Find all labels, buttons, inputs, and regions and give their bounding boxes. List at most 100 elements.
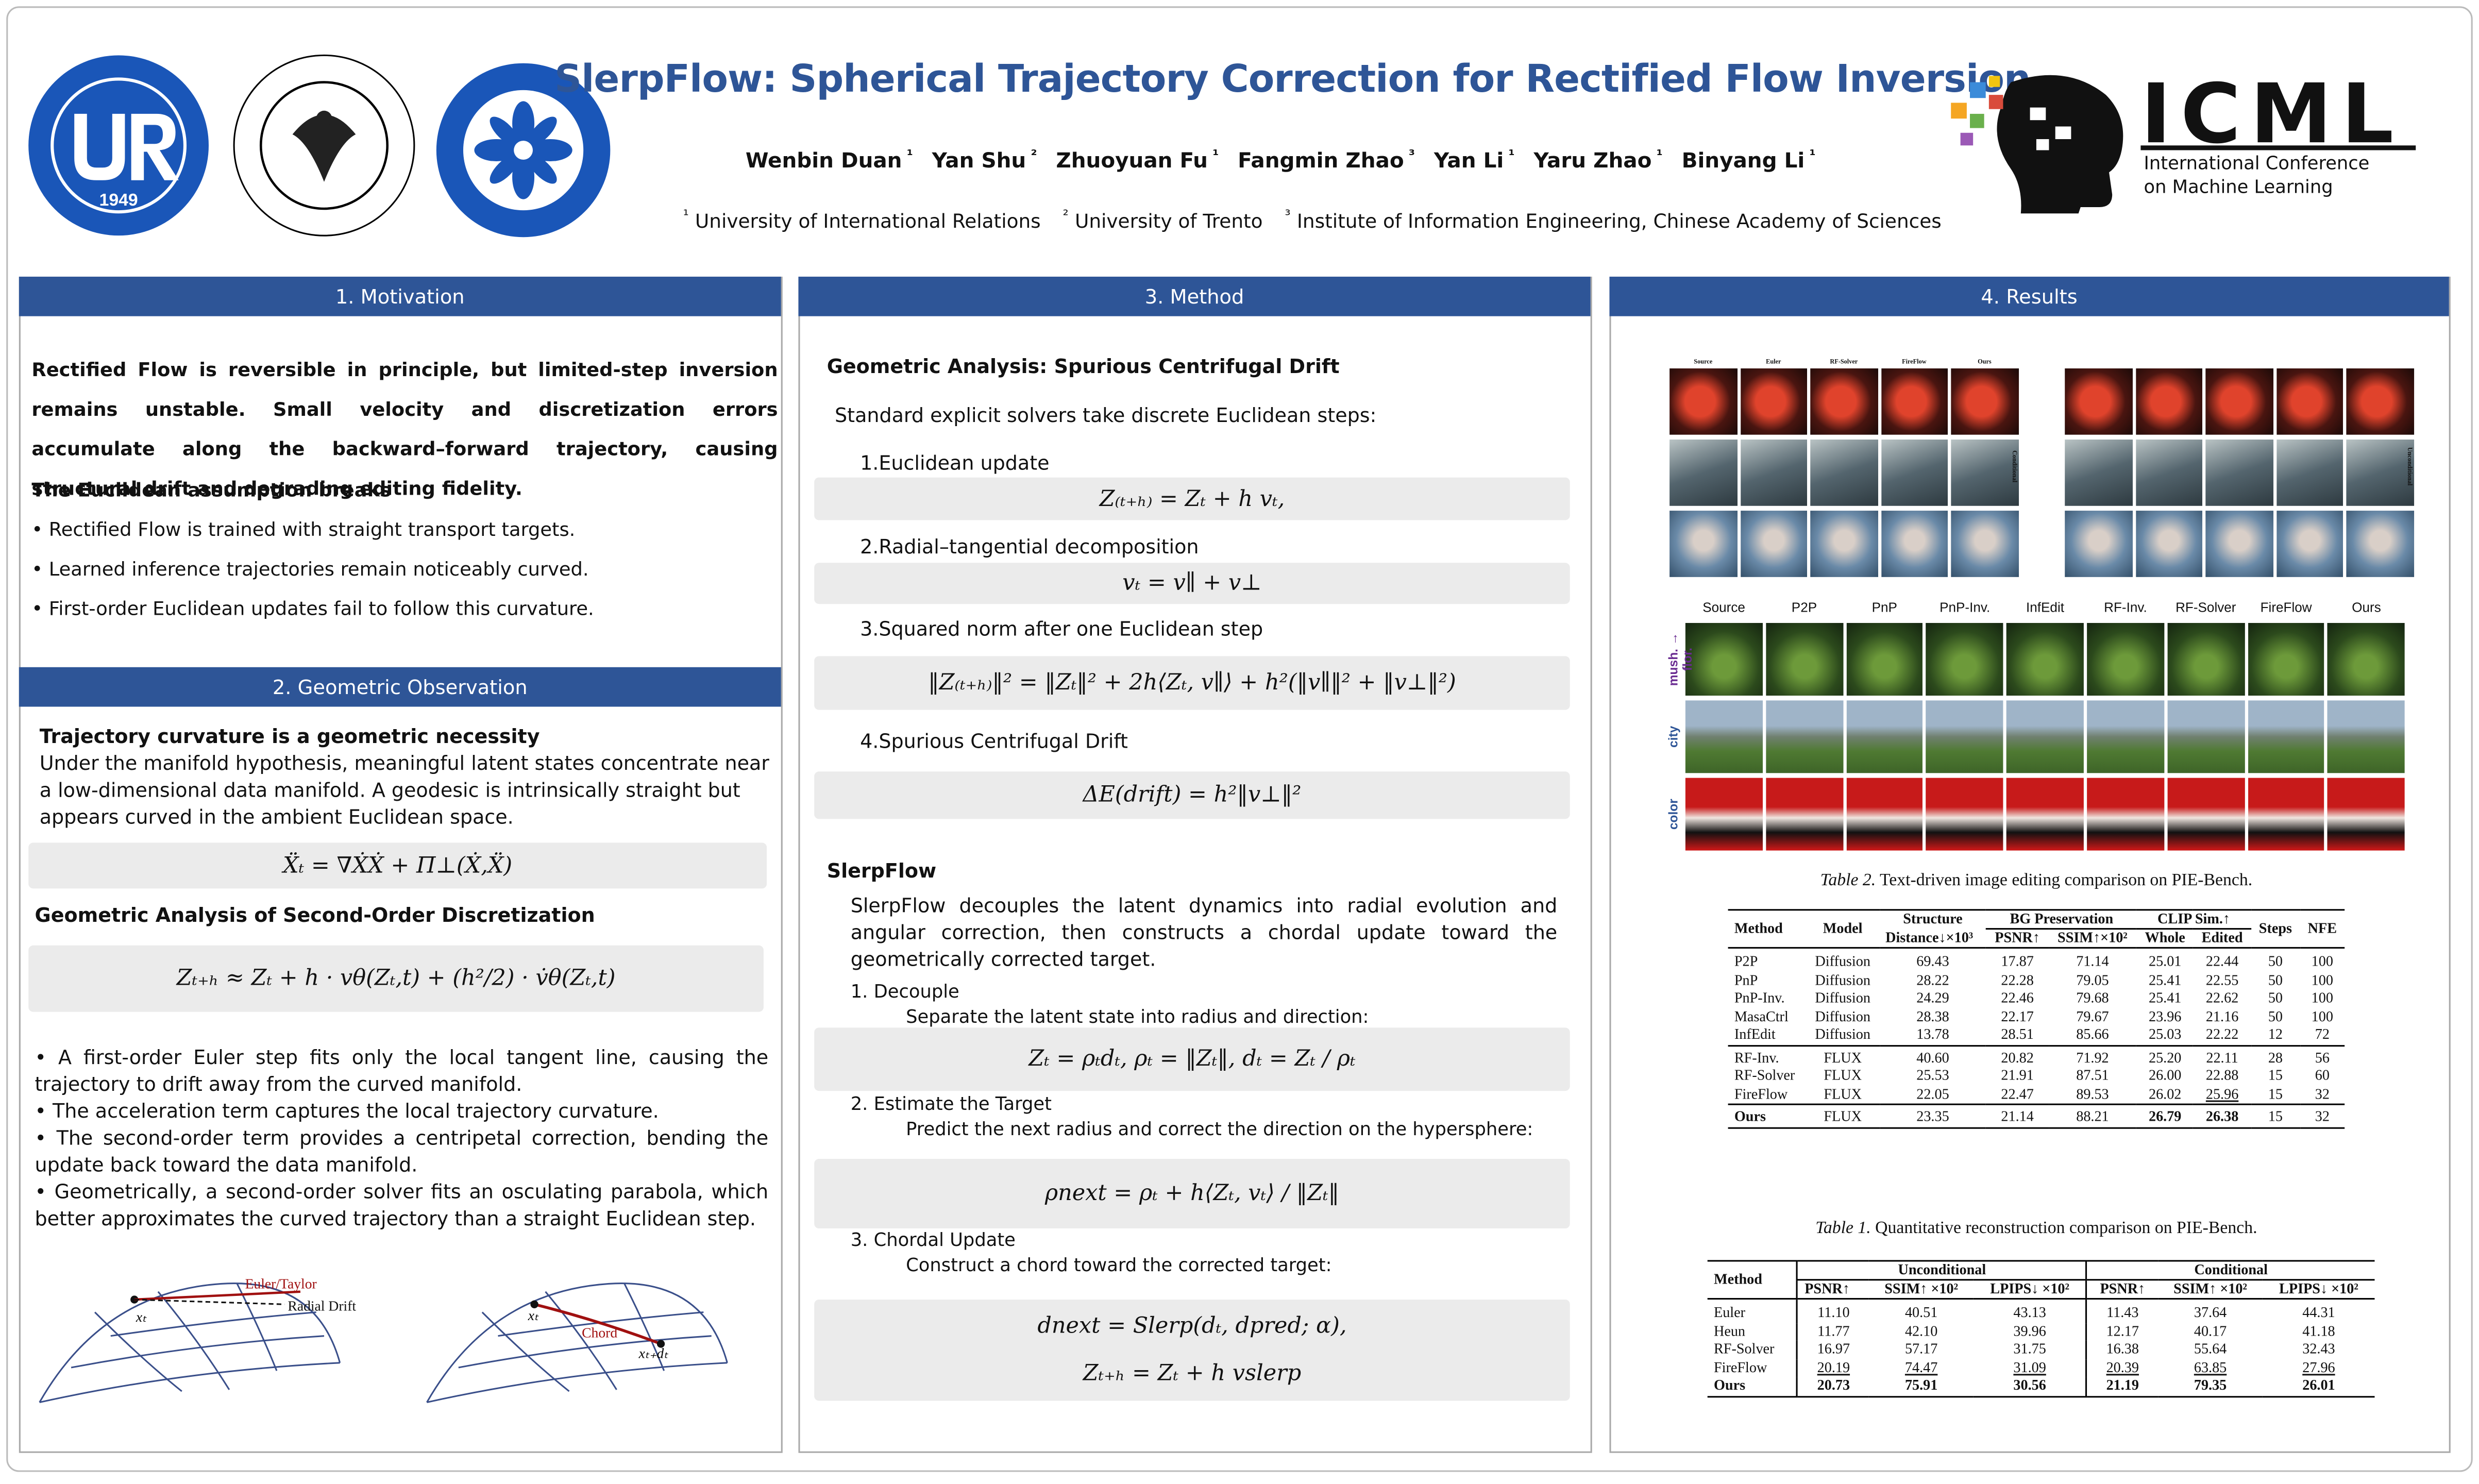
table-cell: 21.19 bbox=[2085, 1377, 2158, 1396]
image-thumb bbox=[1949, 366, 2020, 436]
table-cell: 25.96 bbox=[2205, 1085, 2239, 1102]
author-affiliation-mark: ² bbox=[1031, 148, 1037, 165]
table-cell: 21.16 bbox=[2205, 1008, 2239, 1024]
table-header: Conditional bbox=[2085, 1260, 2375, 1281]
table-cell: 44.31 bbox=[2302, 1304, 2335, 1320]
grid-row-label: mush. → flor. bbox=[1666, 632, 1695, 686]
table-header: Model bbox=[1823, 920, 1863, 936]
image-thumb bbox=[1879, 509, 1950, 579]
grid-column-label: FireFlow bbox=[1902, 357, 1927, 365]
table-cell: 28 bbox=[2251, 1044, 2300, 1068]
table-cell: 22.05 bbox=[1916, 1085, 1949, 1102]
geometry-figure: Euler/Taylor Radial Drift xₜ xₜ Chord xₜ… bbox=[39, 1276, 728, 1404]
paragraph: SlerpFlow decouples the latent dynamics … bbox=[850, 893, 1558, 971]
table-cell: 37.64 bbox=[2194, 1304, 2227, 1320]
equation: dnext = Slerp(dₜ, dpred; α), bbox=[1037, 1313, 1347, 1339]
table-cell: 50 bbox=[2268, 1008, 2283, 1024]
image-thumb bbox=[1738, 437, 1809, 508]
table-cell: 31.09 bbox=[2013, 1359, 2046, 1375]
table-cell: 75.91 bbox=[1904, 1377, 1938, 1393]
table-cell: 32.43 bbox=[2302, 1340, 2335, 1357]
table-cell: Diffusion bbox=[1815, 953, 1870, 969]
table-cell: 40.60 bbox=[1879, 1044, 1987, 1068]
step-label: 1.Euclidean update bbox=[860, 450, 1050, 475]
table-cell: 23.96 bbox=[2148, 1008, 2182, 1024]
table: Method Unconditional Conditional PSNR↑ S… bbox=[1707, 1260, 2375, 1396]
table-cell: 16.97 bbox=[1796, 1340, 1869, 1359]
table-cell: 40.51 bbox=[1904, 1304, 1938, 1320]
table-cell: 13.78 bbox=[1916, 1026, 1949, 1042]
image-thumb bbox=[1949, 509, 2020, 579]
equation-box: dnext = Slerp(dₜ, dpred; α), Zₜ₊ₕ = Zₜ + … bbox=[814, 1300, 1570, 1401]
table-cell: RF-Inv. bbox=[1728, 1044, 1807, 1068]
table-cell: 25.01 bbox=[2148, 953, 2182, 969]
table-cell: 12.17 bbox=[2085, 1322, 2158, 1341]
equation: Ẍₜ = ∇ẊẊ + Π⊥(Ẋ,Ẍ) bbox=[28, 842, 767, 889]
subheading: The Euclidean assumption breaks bbox=[31, 479, 392, 501]
bullet: • First-order Euclidean updates fail to … bbox=[31, 597, 594, 620]
table-cell: 22.47 bbox=[2001, 1085, 2034, 1102]
table-cell: 26.00 bbox=[2148, 1067, 2182, 1083]
grid-column-label: Source bbox=[1702, 599, 1745, 615]
table-cell: Euler bbox=[1713, 1304, 1746, 1320]
table-cell: 25.20 bbox=[2136, 1044, 2194, 1068]
image-thumb bbox=[2274, 509, 2345, 579]
table-cell: 79.67 bbox=[2076, 1008, 2109, 1024]
table-row: Ours 20.73 75.91 30.56 21.19 79.35 26.01 bbox=[1708, 1377, 2375, 1396]
table-cell: Diffusion bbox=[1815, 971, 1870, 988]
table-cell: 57.17 bbox=[1904, 1340, 1938, 1357]
grid-column-label: InfEdit bbox=[2026, 599, 2065, 615]
equation-box: ρnext = ρₜ + h⟨Zₜ, vₜ⟩ / ‖Zₜ‖ bbox=[814, 1159, 1570, 1229]
table-cell: Diffusion bbox=[1815, 1008, 1870, 1024]
step-label: 4.Spurious Centrifugal Drift bbox=[860, 729, 1128, 753]
table-cell: PnP bbox=[1734, 971, 1758, 988]
conference-full-name: International Conference bbox=[2144, 153, 2370, 174]
table-cell: 17.87 bbox=[2001, 953, 2034, 969]
table-cell: 15 bbox=[2251, 1103, 2300, 1127]
table-cell: RF-Solver bbox=[1734, 1067, 1795, 1083]
table-row: RF-Solver 16.97 57.17 31.75 16.38 55.64 32.43 bbox=[1708, 1340, 2375, 1359]
image-thumb bbox=[2326, 699, 2407, 775]
figure-label: xₜ bbox=[528, 1307, 539, 1323]
table-cell: 50 bbox=[2268, 971, 2283, 988]
image-thumb bbox=[2274, 437, 2345, 508]
table-cell: 87.51 bbox=[2076, 1067, 2109, 1083]
table-cell: Diffusion bbox=[1815, 989, 1870, 1006]
bullet: • The second-order term provides a centr… bbox=[35, 1125, 769, 1176]
figure-label: Chord bbox=[582, 1325, 617, 1341]
author-name: Yaru Zhao bbox=[1533, 150, 1652, 175]
image-thumb bbox=[1683, 621, 1764, 698]
table-row: Euler 11.10 40.51 43.13 11.43 37.64 44.31 bbox=[1708, 1298, 2375, 1323]
table-cell: 26.01 bbox=[2302, 1377, 2335, 1393]
part-label: 1. Decouple bbox=[850, 980, 959, 1003]
table-cell: 79.35 bbox=[2194, 1377, 2227, 1393]
table-cell: 11.43 bbox=[2085, 1298, 2158, 1323]
table-cell: 26.79 bbox=[2136, 1103, 2194, 1127]
table-cell: 69.43 bbox=[1916, 953, 1949, 969]
table-cell: 63.85 bbox=[2194, 1359, 2227, 1375]
grid-column-label: RF-Solver bbox=[1830, 357, 1858, 365]
grid-side-label: Unconditional bbox=[2406, 447, 2415, 486]
equation: ΔE(drift) = h²‖v⊥‖² bbox=[814, 771, 1570, 819]
image-thumb bbox=[2165, 699, 2246, 775]
image-thumb bbox=[2345, 366, 2415, 436]
table-subheader: LPIPS↓ ×10² bbox=[1990, 1280, 2069, 1296]
table-cell: 74.47 bbox=[1904, 1359, 1938, 1375]
image-thumb bbox=[1667, 509, 1739, 579]
image-thumb bbox=[2165, 776, 2246, 852]
table-cell: P2P bbox=[1734, 953, 1758, 969]
image-thumb bbox=[2204, 366, 2274, 436]
image-thumb bbox=[1667, 366, 1739, 436]
image-thumb bbox=[2345, 437, 2415, 508]
bullet-list: • Rectified Flow is trained with straigh… bbox=[31, 511, 778, 629]
bullet: • Learned inference trajectories remain … bbox=[31, 558, 589, 581]
table-cell: 40.17 bbox=[2194, 1322, 2227, 1339]
image-thumb bbox=[2133, 509, 2204, 579]
table-row: Ours FLUX 23.35 21.14 88.21 26.79 26.38 15 32 bbox=[1728, 1103, 2345, 1127]
author-name: Fangmin Zhao bbox=[1238, 150, 1404, 175]
author-affiliation-mark: ¹ bbox=[1212, 148, 1219, 165]
image-thumb bbox=[2063, 509, 2134, 579]
table-row: PnP Diffusion 28.22 22.28 79.05 25.41 22.55 50 1… bbox=[1728, 971, 2345, 989]
image-thumb bbox=[1809, 366, 1879, 436]
